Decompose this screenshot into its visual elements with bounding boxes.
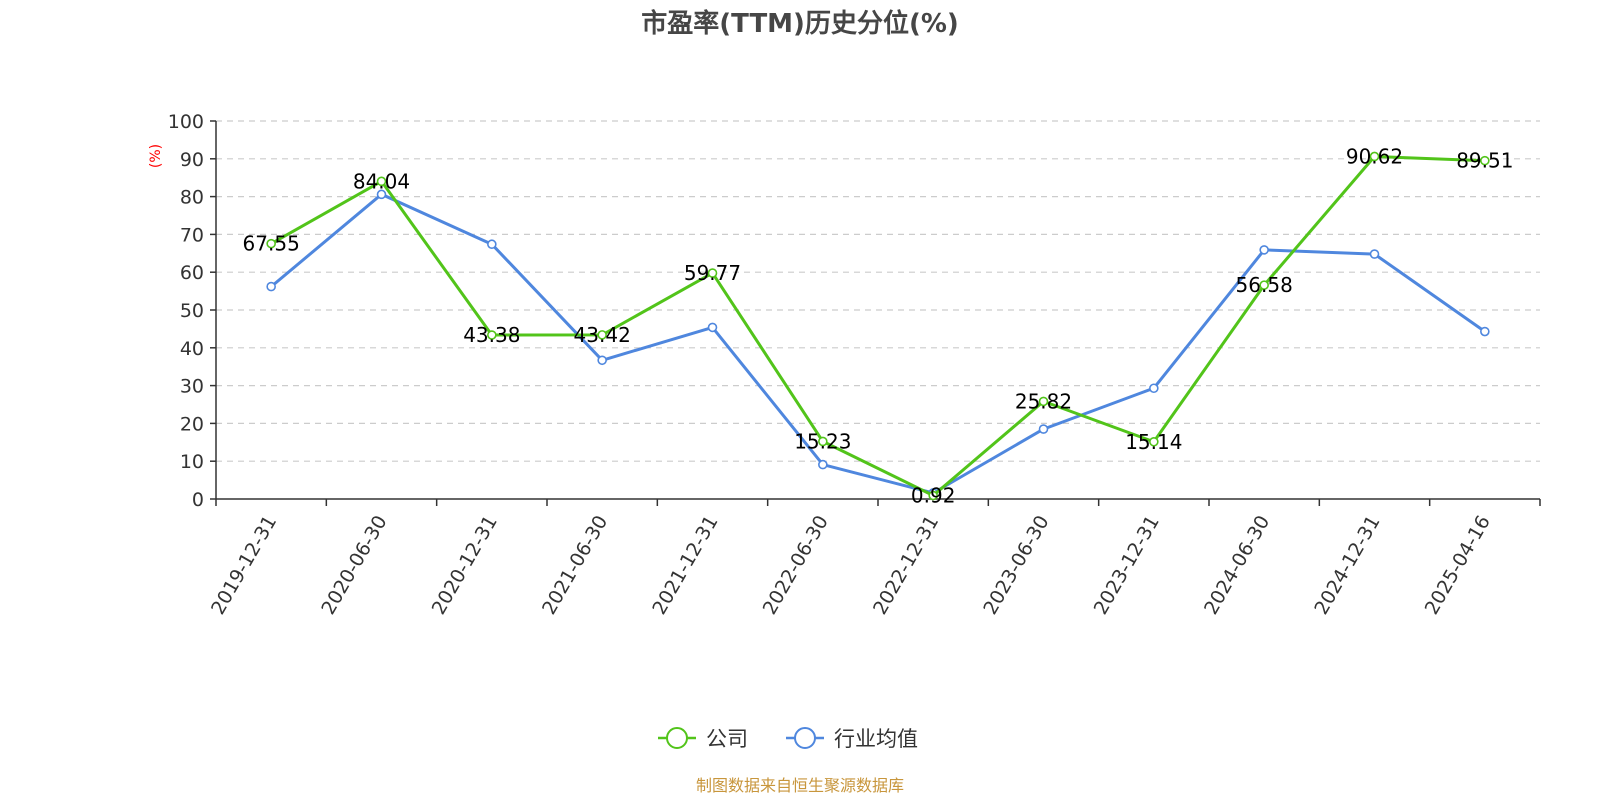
data-label: 56.58 (1236, 273, 1293, 297)
x-tick-label: 2021-06-30 (538, 512, 612, 619)
series-1-point (1480, 326, 1490, 337)
series-0-point (376, 176, 387, 187)
series-0-point (928, 490, 938, 501)
series-line-1 (270, 192, 1486, 495)
series-0-point (1038, 396, 1049, 407)
x-tick-label: 2022-12-31 (869, 512, 943, 619)
y-tick-label: 30 (180, 376, 204, 398)
x-tick-label: 2025-04-16 (1421, 512, 1495, 619)
y-tick-label: 90 (180, 149, 204, 171)
source-note: 制图数据来自恒生聚源数据库 (696, 776, 904, 795)
x-tick-label: 2023-06-30 (979, 512, 1053, 619)
series-1-point (376, 189, 387, 200)
data-label: 67.55 (243, 232, 300, 256)
legend-marker-0[interactable] (666, 727, 688, 749)
series-1-point (487, 239, 497, 250)
y-tick-label: 60 (180, 262, 204, 284)
legend-label-1[interactable]: 行业均值 (834, 727, 918, 751)
series-line-0 (270, 155, 1485, 497)
legend-label-0[interactable]: 公司 (706, 727, 748, 751)
x-axis-ticks: 2019-12-31 2020-06-30 2020-12-31 2021-06-30… (207, 499, 1541, 619)
data-label: 15.23 (794, 429, 851, 453)
data-label: 15.14 (1125, 430, 1182, 454)
series-0-point (487, 330, 497, 340)
x-tick-label: 2022-06-30 (759, 512, 833, 619)
x-tick-label: 2024-06-30 (1200, 512, 1274, 619)
series-layer (266, 151, 1490, 501)
series-0-point (818, 436, 828, 447)
series-0-point (1149, 436, 1159, 447)
series-1-point (1369, 249, 1380, 259)
data-label: 25.82 (1015, 389, 1072, 413)
x-tick-label: 2020-12-31 (428, 512, 502, 619)
data-label: 90.62 (1346, 144, 1403, 168)
data-label: 84.04 (353, 169, 410, 193)
data-label: 89.51 (1456, 149, 1513, 173)
data-label: 43.38 (463, 323, 520, 347)
grid-lines (216, 120, 1540, 462)
y-tick-label: 10 (180, 451, 204, 473)
series-1-point (1259, 245, 1269, 255)
chart-title: 市盈率(TTM)历史分位(%) (641, 8, 959, 39)
series-0-point (707, 268, 718, 278)
y-tick-label: 70 (180, 224, 204, 246)
series-1-point (1149, 383, 1159, 394)
y-tick-label: 20 (180, 413, 204, 435)
series-1-point (266, 281, 276, 292)
data-labels: 67.55 84.04 43.38 43.42 59.77 15.23 0.92 25.82 1… (243, 144, 1514, 507)
data-label: 43.42 (574, 323, 631, 347)
series-1-point (707, 322, 718, 333)
legend[interactable]: 公司 行业均值 (658, 727, 918, 751)
y-tick-label: 100 (168, 111, 204, 133)
series-0-point (1369, 151, 1380, 162)
y-tick-label: 40 (180, 338, 204, 360)
data-label: 59.77 (684, 261, 741, 285)
series-0-point (1259, 280, 1269, 290)
series-1-point (1038, 424, 1049, 434)
series-0-point (266, 238, 276, 249)
x-tick-label: 2024-12-31 (1310, 512, 1384, 619)
x-tick-label: 2019-12-31 (207, 512, 281, 619)
data-label: 0.92 (911, 484, 956, 508)
y-axis-unit: (%) (148, 144, 164, 168)
series-0-point (597, 330, 607, 340)
y-tick-label: 80 (180, 187, 204, 209)
series-1-point (597, 355, 607, 366)
series-0-point (1480, 155, 1490, 166)
y-axis-ticks: 0 10 20 30 40 50 60 70 80 90 100 (168, 111, 216, 511)
x-tick-label: 2023-12-31 (1090, 512, 1164, 619)
series-1-point (818, 459, 828, 470)
legend-marker-1[interactable] (794, 727, 816, 749)
x-tick-label: 2021-12-31 (648, 512, 722, 619)
y-tick-label: 0 (192, 489, 204, 511)
x-tick-label: 2020-06-30 (317, 512, 391, 619)
y-tick-label: 50 (180, 300, 204, 322)
